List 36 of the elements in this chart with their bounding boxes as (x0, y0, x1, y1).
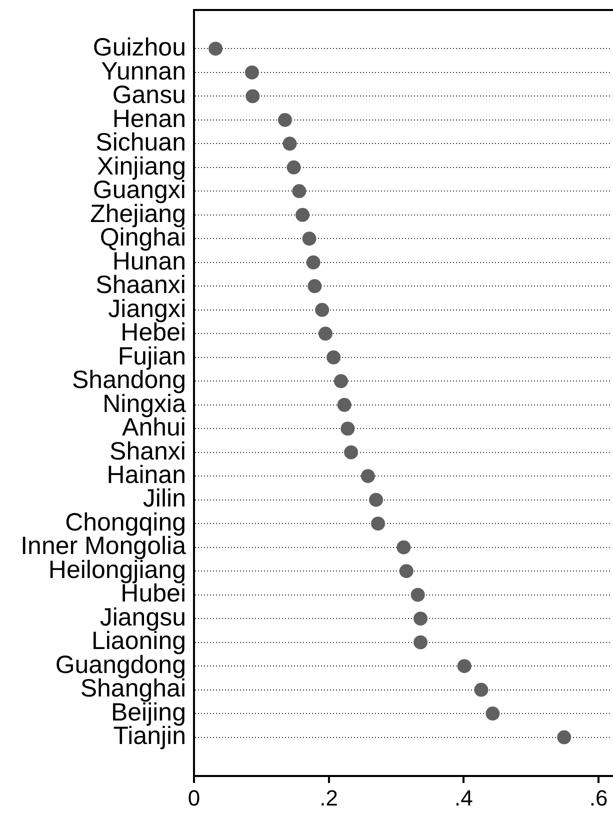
point (396, 540, 411, 554)
x-tick-label: .6 (589, 785, 608, 810)
point (246, 89, 260, 104)
y-tick-label: Jiangsu (100, 603, 186, 632)
point (557, 730, 572, 744)
point (286, 160, 301, 174)
point (296, 208, 310, 222)
point (457, 659, 472, 674)
point (282, 136, 297, 151)
point (414, 612, 428, 626)
point (334, 374, 348, 388)
point (369, 492, 384, 507)
point (292, 184, 306, 198)
point (208, 42, 223, 56)
point (414, 635, 428, 650)
point (371, 516, 386, 531)
point (360, 469, 375, 484)
point (302, 232, 316, 246)
x-tick-label: .2 (320, 785, 338, 810)
point (399, 564, 414, 578)
point (410, 588, 425, 602)
y-tick-label: Fujian (118, 342, 186, 370)
point (318, 326, 332, 341)
point (486, 706, 500, 721)
point (474, 682, 488, 697)
point (326, 350, 341, 364)
point (308, 279, 322, 294)
point (306, 255, 320, 270)
point (340, 422, 355, 436)
point (315, 302, 330, 317)
x-tick-label: .4 (454, 785, 473, 810)
point (344, 445, 358, 460)
point (244, 65, 259, 80)
point (337, 398, 352, 412)
x-tick-label: 0 (188, 785, 200, 810)
point (278, 112, 292, 127)
